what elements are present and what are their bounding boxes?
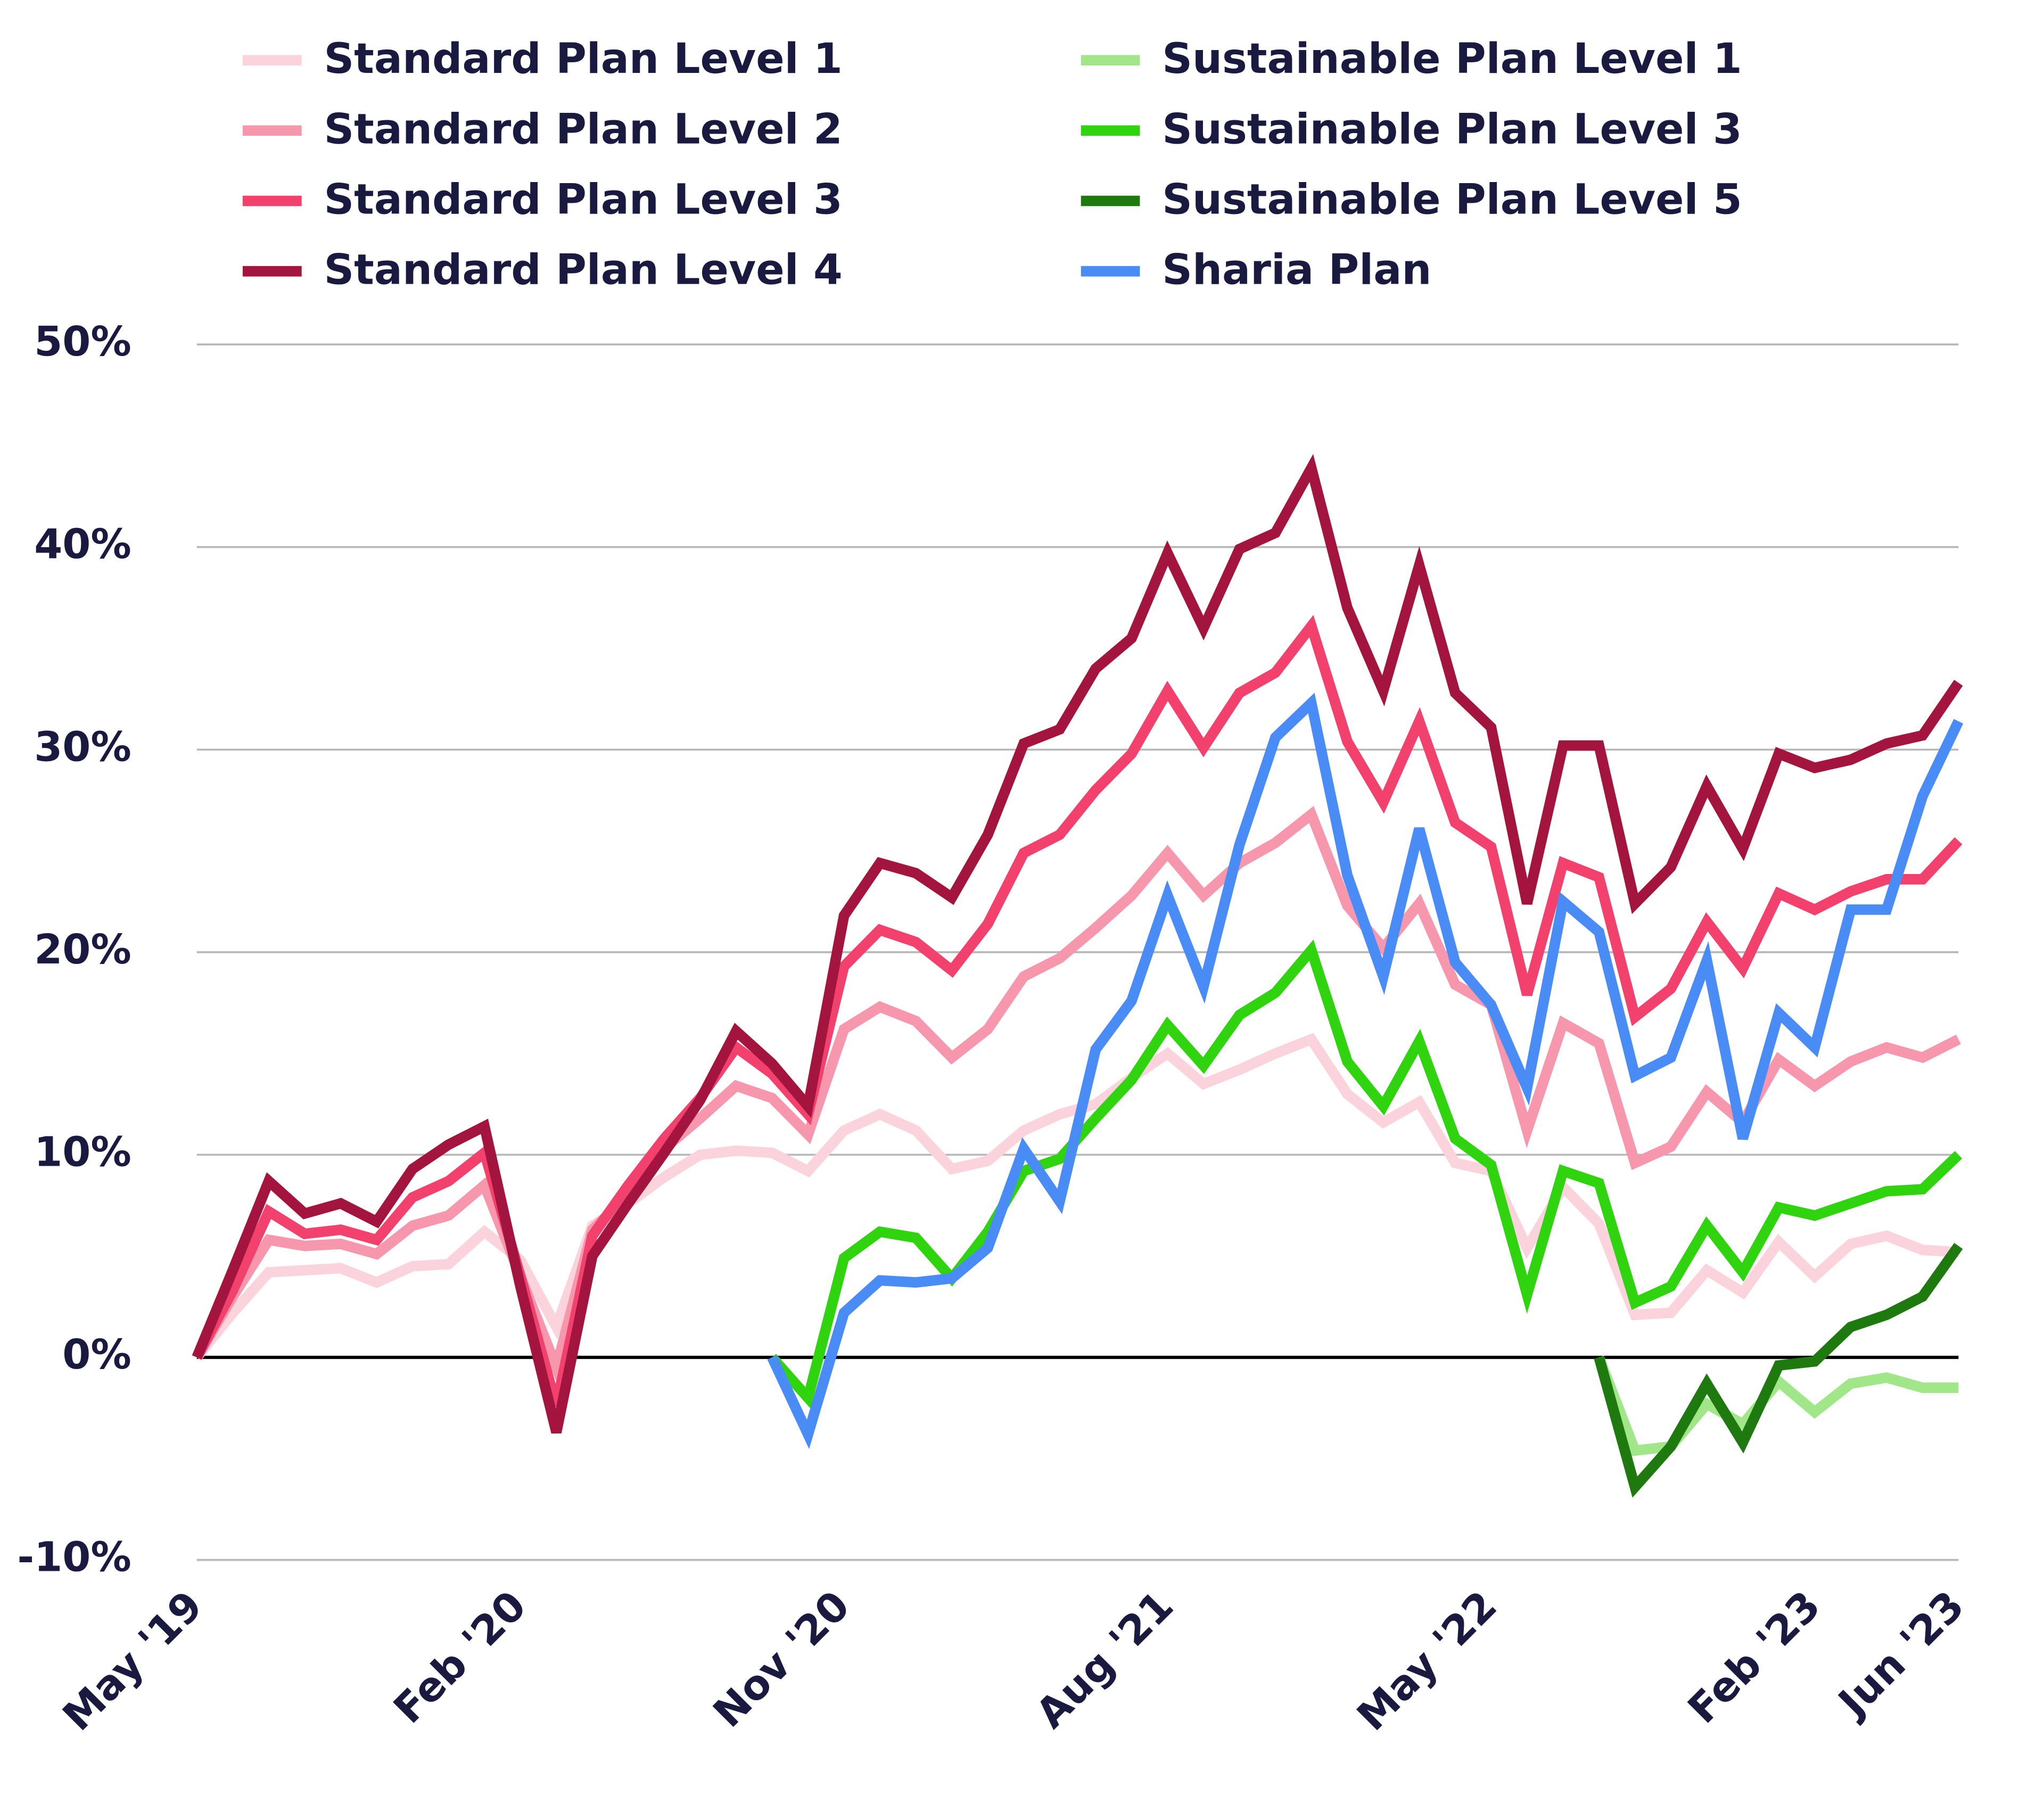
series-line (1594, 1355, 1959, 1456)
y-tick-label: 10% (34, 1128, 131, 1175)
y-tick-label: 40% (34, 521, 131, 568)
legend-label: Sustainable Plan Level 3 (1162, 104, 1742, 153)
legend-label: Sustainable Plan Level 1 (1162, 34, 1742, 83)
series-line (192, 454, 1963, 1434)
legend-label: Standard Plan Level 1 (324, 34, 842, 83)
x-tick-label: May '19 (54, 1582, 212, 1740)
legend-label: Standard Plan Level 2 (324, 104, 842, 153)
legend-label: Sustainable Plan Level 5 (1162, 175, 1742, 224)
series-line (1594, 1243, 1963, 1498)
legend-label: Sharia Plan (1162, 245, 1431, 294)
y-tick-label: 30% (34, 723, 131, 770)
y-tick-label: 20% (34, 926, 131, 973)
x-tick-label: May '22 (1348, 1582, 1506, 1740)
y-tick-label: -10% (18, 1534, 131, 1581)
x-tick-label: Jun '23 (1827, 1582, 1973, 1728)
x-tick-label: Feb '20 (384, 1582, 535, 1733)
x-tick-label: Aug '21 (1027, 1582, 1182, 1737)
legend-label: Standard Plan Level 3 (324, 175, 842, 224)
y-tick-label: 0% (62, 1331, 131, 1378)
y-tick-label: 50% (34, 318, 131, 365)
x-tick-label: Nov '20 (704, 1582, 859, 1737)
x-tick-label: Feb '23 (1679, 1582, 1829, 1733)
series-line (192, 806, 1961, 1384)
series-line (768, 939, 1963, 1409)
legend-label: Standard Plan Level 4 (324, 245, 842, 294)
series-line (767, 693, 1964, 1449)
